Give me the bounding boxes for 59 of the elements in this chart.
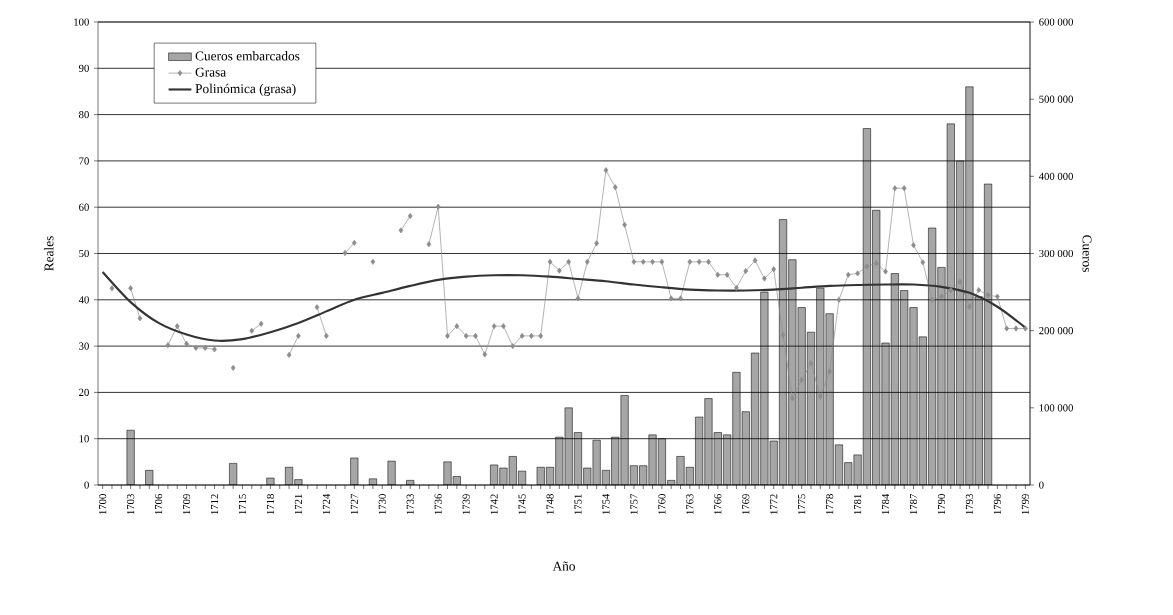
- x-tick-label: 1775: [798, 494, 806, 515]
- x-tick-label: 1784: [881, 493, 890, 515]
- x-tick-label: 1790: [937, 494, 946, 515]
- x-tick-label: 1703: [127, 494, 135, 515]
- y2-axis-title: Cueros: [1082, 235, 1092, 272]
- x-tick-label: 1781: [853, 494, 862, 515]
- y-tick-label: 100: [74, 18, 89, 26]
- y2-tick-label: 200 000: [1039, 327, 1073, 335]
- y-tick-label: 10: [79, 435, 89, 443]
- legend-label: Grasa: [195, 67, 226, 77]
- x-tick-label: 1796: [993, 494, 1001, 515]
- x-tick-label: 1757: [630, 494, 638, 515]
- y2-tick-label: 100 000: [1039, 404, 1073, 412]
- x-tick-label: 1745: [518, 494, 526, 515]
- y2-tick-label: 600 000: [1039, 18, 1073, 26]
- x-tick-label: 1706: [154, 494, 163, 515]
- y2-tick-label: 400 000: [1038, 172, 1073, 180]
- y-axis-title: Reales: [44, 236, 54, 271]
- x-tick-label: 1727: [350, 494, 358, 515]
- x-tick-label: 1760: [658, 494, 666, 515]
- x-tick-label: 1742: [490, 494, 498, 515]
- y2-tick-label: 500 000: [1039, 95, 1073, 103]
- x-tick-label: 1700: [99, 494, 107, 515]
- x-tick-label: 1769: [742, 494, 750, 515]
- x-tick-label: 1721: [294, 494, 302, 515]
- x-tick-label: 1709: [182, 494, 191, 515]
- x-tick-label: 1733: [406, 494, 414, 515]
- x-axis-title: Año: [552, 561, 575, 571]
- x-tick-label: 1778: [826, 494, 834, 515]
- x-tick-label: 1751: [574, 494, 582, 515]
- x-tick-label: 1715: [238, 494, 247, 515]
- x-tick-label: 1724: [322, 493, 330, 515]
- y-tick-label: 90: [78, 64, 89, 72]
- x-tick-label: 1772: [770, 494, 778, 515]
- y2-tick-label: 0: [1039, 481, 1044, 489]
- y-tick-label: 70: [79, 157, 89, 165]
- y-tick-label: 0: [84, 481, 89, 489]
- x-tick-label: 1718: [266, 494, 275, 515]
- line-series: [101, 270, 1027, 342]
- x-tick-label: 1793: [965, 494, 974, 515]
- y-tick-label: 30: [79, 342, 89, 350]
- legend-label: Polinómica (grasa): [195, 83, 296, 96]
- y-tick-label: 60: [79, 203, 89, 211]
- x-tick-label: 1736: [434, 494, 442, 515]
- x-tick-label: 1712: [210, 494, 219, 515]
- x-tick-label: 1754: [602, 493, 610, 515]
- x-tick-label: 1763: [686, 494, 694, 515]
- y-tick-label: 20: [79, 388, 89, 396]
- y-tick-label: 50: [79, 249, 89, 258]
- x-tick-label: 1739: [462, 494, 470, 515]
- y-tick-label: 40: [78, 296, 89, 304]
- x-tick-label: 1799: [1021, 494, 1029, 515]
- y-tick-label: 80: [79, 111, 89, 119]
- legend-label: Cueros embarcados: [195, 51, 300, 61]
- x-tick-label: 1730: [378, 494, 386, 515]
- y2-tick-label: 300 000: [1039, 249, 1073, 258]
- x-tick-label: 1748: [546, 494, 554, 515]
- x-tick-label: 1766: [714, 494, 722, 515]
- x-tick-label: 1787: [909, 494, 918, 515]
